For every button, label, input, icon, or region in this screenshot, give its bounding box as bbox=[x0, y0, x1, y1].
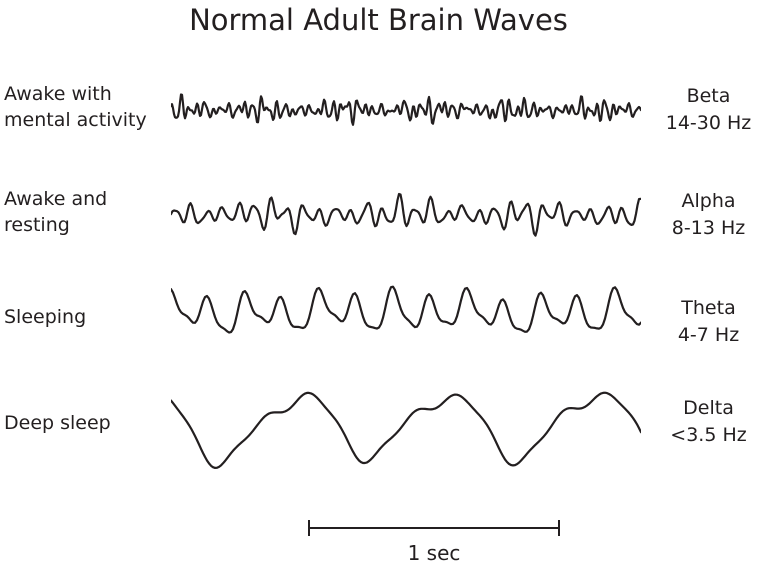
band-frequency-range: 8-13 Hz bbox=[671, 217, 746, 239]
state-label-awake-mental: Awake with mental activity bbox=[4, 81, 147, 133]
theta-wave-path bbox=[171, 285, 641, 334]
alpha-wave-path bbox=[171, 192, 641, 237]
state-label-line: Awake with bbox=[4, 83, 112, 105]
delta-wave-trace bbox=[171, 391, 641, 470]
scale-bar-label: 1 sec bbox=[407, 541, 461, 565]
band-frequency-range: 4-7 Hz bbox=[677, 324, 740, 346]
band-label-beta: Beta 14-30 Hz bbox=[660, 83, 757, 137]
band-name: Delta bbox=[683, 397, 734, 419]
band-name: Alpha bbox=[681, 190, 736, 212]
beta-wave-trace bbox=[171, 93, 641, 126]
state-label-sleeping: Sleeping bbox=[4, 304, 86, 330]
band-name: Beta bbox=[686, 85, 731, 107]
alpha-wave-trace bbox=[171, 192, 641, 237]
band-label-alpha: Alpha 8-13 Hz bbox=[660, 188, 757, 242]
delta-wave-path bbox=[171, 391, 641, 470]
state-label-line: Deep sleep bbox=[4, 412, 111, 434]
band-frequency-range: 14-30 Hz bbox=[665, 112, 752, 134]
band-name: Theta bbox=[681, 297, 736, 319]
band-label-delta: Delta <3.5 Hz bbox=[660, 395, 757, 449]
band-frequency-range: <3.5 Hz bbox=[670, 424, 747, 446]
state-label-awake-resting: Awake and resting bbox=[4, 186, 107, 238]
time-scale-bar bbox=[308, 520, 560, 536]
band-label-theta: Theta 4-7 Hz bbox=[660, 295, 757, 349]
state-label-line: mental activity bbox=[4, 109, 147, 131]
beta-wave-path bbox=[171, 93, 641, 126]
state-label-line: Awake and bbox=[4, 188, 108, 210]
state-label-line: resting bbox=[4, 214, 70, 236]
state-label-deep-sleep: Deep sleep bbox=[4, 410, 111, 436]
theta-wave-trace bbox=[171, 285, 641, 334]
state-label-line: Sleeping bbox=[4, 306, 87, 328]
figure-title: Normal Adult Brain Waves bbox=[189, 3, 568, 37]
